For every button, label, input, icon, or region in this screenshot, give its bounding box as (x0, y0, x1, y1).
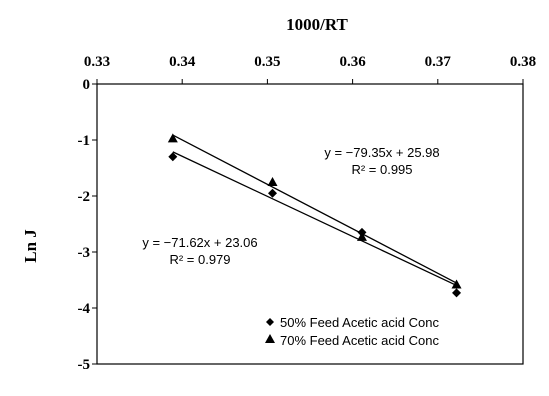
point-70 (267, 177, 278, 186)
y-tick-label: -2 (78, 189, 91, 205)
point-50 (452, 288, 462, 298)
point-50 (268, 188, 278, 198)
y-tick-label: -5 (78, 357, 91, 373)
x-axis-title: 1000/RT (286, 15, 348, 34)
trendline-70 (172, 134, 457, 284)
r2-70: R² = 0.995 (351, 162, 412, 177)
y-tick-label: 0 (83, 77, 91, 93)
y-tick-label: -4 (78, 301, 91, 317)
y-axis-title: Ln J (21, 229, 40, 263)
x-tick-label: 0.37 (425, 54, 452, 70)
point-50 (168, 152, 178, 162)
y-tick-label: -1 (78, 133, 91, 149)
x-tick-label: 0.35 (254, 54, 280, 70)
legend: 50% Feed Acetic acid Conc 70% Feed Aceti… (265, 315, 439, 348)
x-tick-label: 0.38 (510, 54, 536, 70)
equation-70: y = −79.35x + 25.98 (324, 145, 439, 160)
r2-50: R² = 0.979 (169, 252, 230, 267)
point-70 (167, 133, 178, 143)
trendlines (172, 134, 457, 287)
legend-label-50: 50% Feed Acetic acid Conc (280, 315, 439, 330)
plot-area (96, 83, 524, 365)
point-70 (451, 279, 462, 289)
trendline-50 (172, 151, 457, 287)
legend-marker-50 (266, 318, 274, 326)
x-tick-label: 0.36 (339, 54, 366, 70)
x-tick-label: 0.33 (84, 54, 110, 70)
y-axis: 0 -1 -2 -3 -4 -5 (78, 77, 97, 373)
legend-marker-70 (265, 334, 275, 343)
data-markers (167, 133, 462, 298)
legend-label-70: 70% Feed Acetic acid Conc (280, 333, 439, 348)
point-70 (356, 231, 367, 241)
y-tick-label: -3 (78, 245, 91, 261)
x-axis: 0.33 0.34 0.35 0.36 0.37 0.38 (84, 54, 536, 84)
equation-50: y = −71.62x + 23.06 (142, 235, 257, 250)
x-tick-label: 0.34 (169, 54, 196, 70)
